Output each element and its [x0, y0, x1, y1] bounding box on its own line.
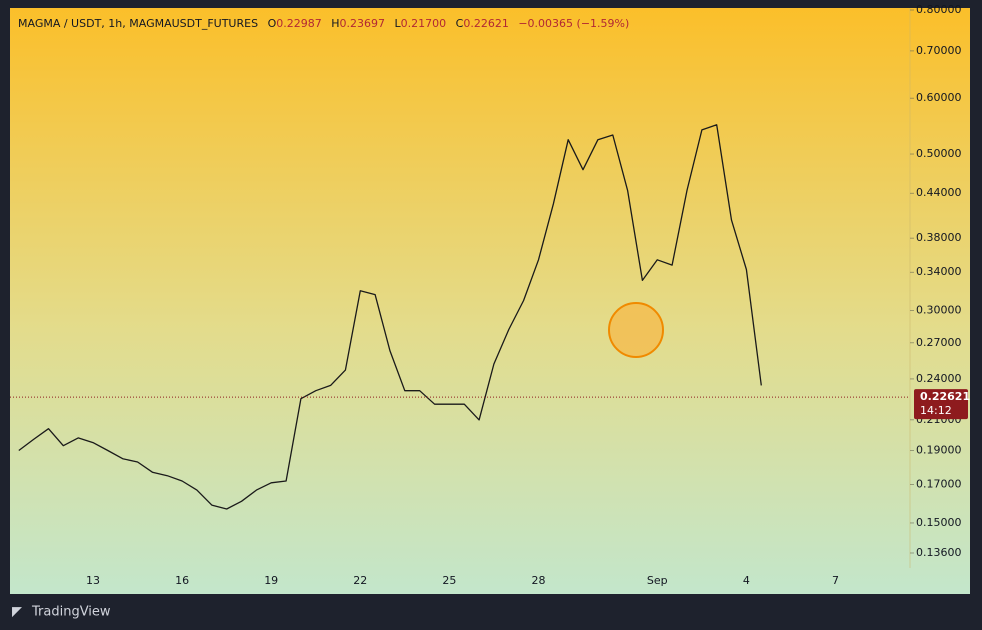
close-value: 0.22621 — [463, 17, 509, 30]
x-tick-label: 19 — [264, 574, 278, 587]
plot-background — [10, 8, 970, 594]
y-tick-label: 0.60000 — [916, 91, 962, 104]
x-tick-label: Sep — [647, 574, 668, 587]
y-tick-label: 0.27000 — [916, 336, 962, 349]
close-label: C — [456, 17, 464, 30]
last-price-box — [914, 389, 968, 420]
y-tick-label: 0.44000 — [916, 186, 962, 199]
brand-logo: ◤ — [12, 605, 22, 620]
symbol: MAGMA / USDT, 1h, MAGMAUSDT_FUTURES — [18, 17, 258, 30]
open-value: 0.22987 — [276, 17, 322, 30]
countdown: 14:12 — [920, 404, 952, 417]
y-tick-label: 0.38000 — [916, 231, 962, 244]
x-tick-label: 25 — [442, 574, 456, 587]
x-tick-label: 16 — [175, 574, 189, 587]
y-tick-label: 0.13600 — [916, 546, 962, 559]
y-tick-label: 0.30000 — [916, 304, 962, 317]
y-tick-label: 0.80000 — [916, 3, 962, 16]
x-tick-label: 28 — [532, 574, 546, 587]
open-label: O — [268, 17, 277, 30]
y-tick-label: 0.70000 — [916, 44, 962, 57]
y-tick-label: 0.50000 — [916, 147, 962, 160]
y-tick-label: 0.34000 — [916, 265, 962, 278]
x-tick-label: 7 — [832, 574, 839, 587]
high-label: H — [331, 17, 339, 30]
y-tick-label: 0.24000 — [916, 372, 962, 385]
high-value: 0.23697 — [340, 17, 386, 30]
y-tick-label: 0.15000 — [916, 516, 962, 529]
y-tick-label: 0.19000 — [916, 444, 962, 457]
annotation-circle — [608, 302, 664, 358]
header: MAGMA / USDT, 1h, MAGMAUSDT_FUTURES O0.2… — [18, 17, 629, 30]
y-tick-label: 0.17000 — [916, 478, 962, 491]
last-price-label: 0.22621 — [920, 390, 970, 403]
low-value: 0.21700 — [401, 17, 447, 30]
price-line — [18, 124, 762, 510]
brand: TradingView — [31, 605, 111, 620]
x-tick-label: 22 — [353, 574, 367, 587]
x-tick-label: 4 — [743, 574, 750, 587]
change: −0.00365 (−1.59%) — [518, 17, 629, 30]
x-tick-label: 13 — [86, 574, 100, 587]
low-label: L — [395, 17, 402, 30]
